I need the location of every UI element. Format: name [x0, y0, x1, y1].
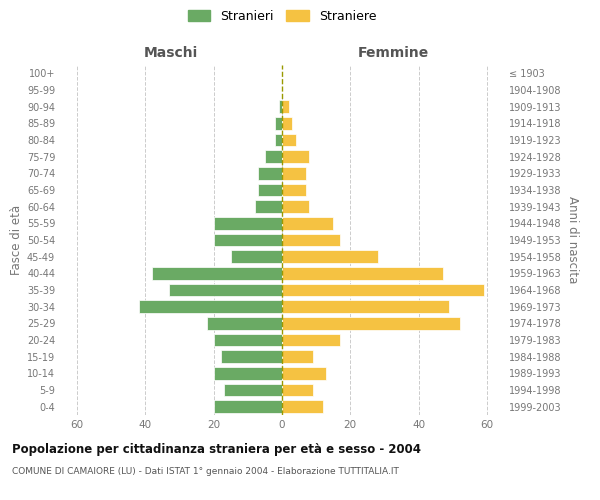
Bar: [214, 217, 282, 230]
Bar: [265, 150, 282, 163]
Bar: [214, 234, 282, 246]
Bar: [152, 267, 282, 280]
Bar: [275, 134, 282, 146]
Bar: [282, 400, 323, 413]
Bar: [282, 100, 289, 113]
Bar: [282, 300, 449, 313]
Bar: [139, 300, 282, 313]
Bar: [282, 234, 340, 246]
Bar: [275, 117, 282, 130]
Bar: [282, 350, 313, 363]
Bar: [282, 284, 484, 296]
Legend: Stranieri, Straniere: Stranieri, Straniere: [183, 5, 381, 28]
Bar: [258, 167, 282, 179]
Bar: [282, 250, 377, 263]
Text: COMUNE DI CAMAIORE (LU) - Dati ISTAT 1° gennaio 2004 - Elaborazione TUTTITALIA.I: COMUNE DI CAMAIORE (LU) - Dati ISTAT 1° …: [12, 468, 399, 476]
Bar: [207, 317, 282, 330]
Text: Popolazione per cittadinanza straniera per età e sesso - 2004: Popolazione per cittadinanza straniera p…: [12, 442, 421, 456]
Text: Maschi: Maschi: [144, 46, 198, 60]
Bar: [282, 117, 292, 130]
Bar: [214, 334, 282, 346]
Y-axis label: Anni di nascita: Anni di nascita: [566, 196, 579, 284]
Bar: [282, 334, 340, 346]
Bar: [224, 384, 282, 396]
Bar: [282, 217, 333, 230]
Bar: [214, 400, 282, 413]
Bar: [282, 200, 310, 213]
Bar: [169, 284, 282, 296]
Bar: [282, 267, 443, 280]
Bar: [221, 350, 282, 363]
Bar: [231, 250, 282, 263]
Bar: [278, 100, 282, 113]
Bar: [282, 167, 306, 179]
Bar: [282, 184, 306, 196]
Bar: [214, 367, 282, 380]
Bar: [282, 384, 313, 396]
Bar: [282, 150, 310, 163]
Bar: [254, 200, 282, 213]
Bar: [282, 367, 326, 380]
Bar: [258, 184, 282, 196]
Y-axis label: Fasce di età: Fasce di età: [10, 205, 23, 275]
Bar: [282, 134, 296, 146]
Text: Femmine: Femmine: [358, 46, 428, 60]
Bar: [282, 317, 460, 330]
